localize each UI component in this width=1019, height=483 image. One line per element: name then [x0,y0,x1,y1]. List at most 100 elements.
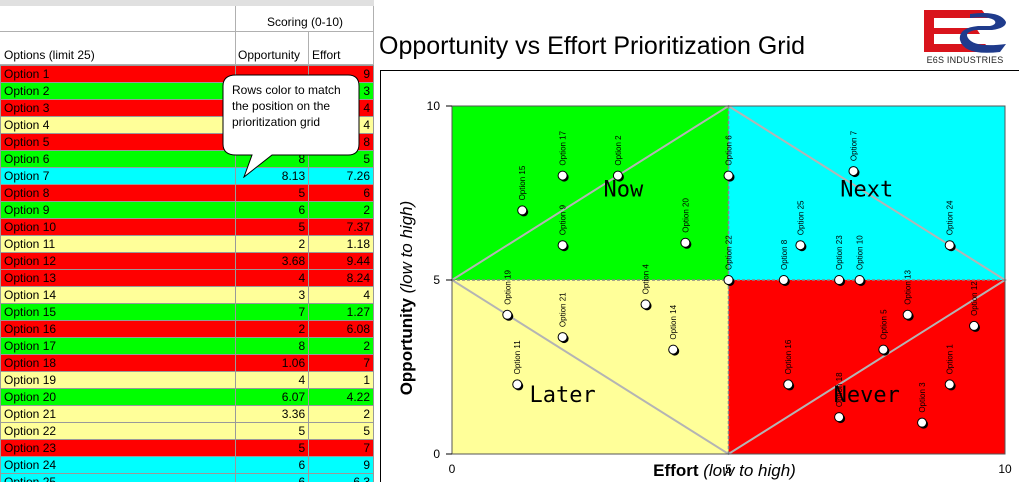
quadrant-label: Never [834,383,900,408]
effort-cell[interactable]: 2 [308,201,374,219]
opportunity-cell[interactable]: 2 [235,235,310,253]
option-name-cell[interactable]: Option 8 [0,184,237,202]
option-name-cell[interactable]: Option 13 [0,269,237,287]
table-row: Option 10 5 7.37 [0,218,374,236]
point-label: Option 20 [681,198,690,233]
option-name-cell[interactable]: Option 21 [0,405,237,423]
option-name-cell[interactable]: Option 3 [0,99,237,117]
option-name-cell[interactable]: Option 18 [0,354,237,372]
option-name-cell[interactable]: Option 15 [0,303,237,321]
table-row: Option 25 6 6.3 [0,473,374,482]
table-row: Option 15 7 1.27 [0,303,374,321]
x-tick-label: 10 [998,462,1012,476]
effort-cell[interactable]: 4 [308,286,374,304]
opportunity-cell[interactable]: 3 [235,286,310,304]
effort-cell[interactable]: 2 [308,405,374,423]
options-header-cell[interactable]: Options (limit 25) [0,32,236,65]
data-point [902,309,913,320]
point-label: Option 16 [784,339,793,374]
data-point [668,344,679,355]
scoring-header: Scoring (0-10) [266,15,344,29]
point-label: Option 1 [946,344,955,375]
effort-cell[interactable]: 5 [308,422,374,440]
opportunity-cell[interactable]: 6.07 [235,388,310,406]
effort-cell[interactable]: 9.44 [308,252,374,270]
point-label: Option 14 [669,304,678,339]
option-name-cell[interactable]: Option 20 [0,388,237,406]
opportunity-header-cell[interactable]: Opportunity [236,32,309,65]
opportunity-cell[interactable]: 3.68 [235,252,310,270]
effort-cell[interactable]: 9 [308,456,374,474]
y-tick-label: 5 [433,273,440,287]
option-name-cell[interactable]: Option 23 [0,439,237,457]
point-label: Option 25 [796,200,805,235]
opportunity-cell[interactable]: 5 [235,439,310,457]
y-tick-label: 0 [433,447,440,461]
opportunity-cell[interactable]: 4 [235,371,310,389]
data-point [557,332,568,343]
data-point [502,309,513,320]
option-name-cell[interactable]: Option 10 [0,218,237,236]
blank-header-cell[interactable] [0,6,236,32]
option-name-cell[interactable]: Option 4 [0,116,237,134]
opportunity-cell[interactable]: 7 [235,303,310,321]
option-name-cell[interactable]: Option 2 [0,82,237,100]
opportunity-cell[interactable]: 5 [235,422,310,440]
y-axis-label: Opportunity (low to high) [397,201,416,396]
data-point [917,417,928,428]
effort-cell[interactable]: 8.24 [308,269,374,287]
scoring-header-cell[interactable]: Scoring (0-10) [236,6,374,32]
option-name-cell[interactable]: Option 6 [0,150,237,168]
table-row: Option 20 6.07 4.22 [0,388,374,406]
effort-header-cell[interactable]: Effort [309,32,374,65]
quadrant-label: Now [604,177,644,202]
opportunity-cell[interactable]: 5 [235,218,310,236]
table-row: Option 13 4 8.24 [0,269,374,287]
option-name-cell[interactable]: Option 25 [0,473,237,482]
opportunity-cell[interactable]: 4 [235,269,310,287]
opportunity-cell[interactable]: 8 [235,337,310,355]
effort-cell[interactable]: 1.27 [308,303,374,321]
data-point [854,275,865,285]
opportunity-cell[interactable]: 3.36 [235,405,310,423]
point-label: Option 9 [559,204,568,235]
effort-cell[interactable]: 6 [308,184,374,202]
effort-cell[interactable]: 1.18 [308,235,374,253]
data-point [723,275,734,285]
options-header: Options (limit 25) [4,48,95,62]
option-name-cell[interactable]: Option 7 [0,167,237,185]
point-label: Option 4 [642,264,651,295]
effort-cell[interactable]: 6.08 [308,320,374,338]
option-name-cell[interactable]: Option 17 [0,337,237,355]
effort-cell[interactable]: 7 [308,439,374,457]
opportunity-cell[interactable]: 6 [235,201,310,219]
option-name-cell[interactable]: Option 22 [0,422,237,440]
option-name-cell[interactable]: Option 5 [0,133,237,151]
effort-cell[interactable]: 1 [308,371,374,389]
option-name-cell[interactable]: Option 1 [0,65,237,83]
option-name-cell[interactable]: Option 24 [0,456,237,474]
y-axis-note: (low to high) [397,201,416,294]
option-name-cell[interactable]: Option 9 [0,201,237,219]
effort-cell[interactable]: 2 [308,337,374,355]
option-name-cell[interactable]: Option 19 [0,371,237,389]
quadrant-label: Later [529,383,595,408]
opportunity-cell[interactable]: 2 [235,320,310,338]
chart-area: Now Next Later Never Option 1 Option 2 Option … [380,70,1019,482]
option-name-cell[interactable]: Option 16 [0,320,237,338]
effort-cell[interactable]: 7.37 [308,218,374,236]
opportunity-cell[interactable]: 6 [235,473,310,482]
opportunity-cell[interactable]: 6 [235,456,310,474]
data-point [612,170,623,181]
effort-cell[interactable]: 4.22 [308,388,374,406]
effort-cell[interactable]: 6.3 [308,473,374,482]
option-name-cell[interactable]: Option 11 [0,235,237,253]
callout-text: Rows color to match the position on the … [232,83,341,129]
opportunity-cell[interactable]: 1.06 [235,354,310,372]
effort-cell[interactable]: 7 [308,354,374,372]
opportunity-cell[interactable]: 5 [235,184,310,202]
option-name-cell[interactable]: Option 14 [0,286,237,304]
data-point [795,240,806,251]
option-name-cell[interactable]: Option 12 [0,252,237,270]
